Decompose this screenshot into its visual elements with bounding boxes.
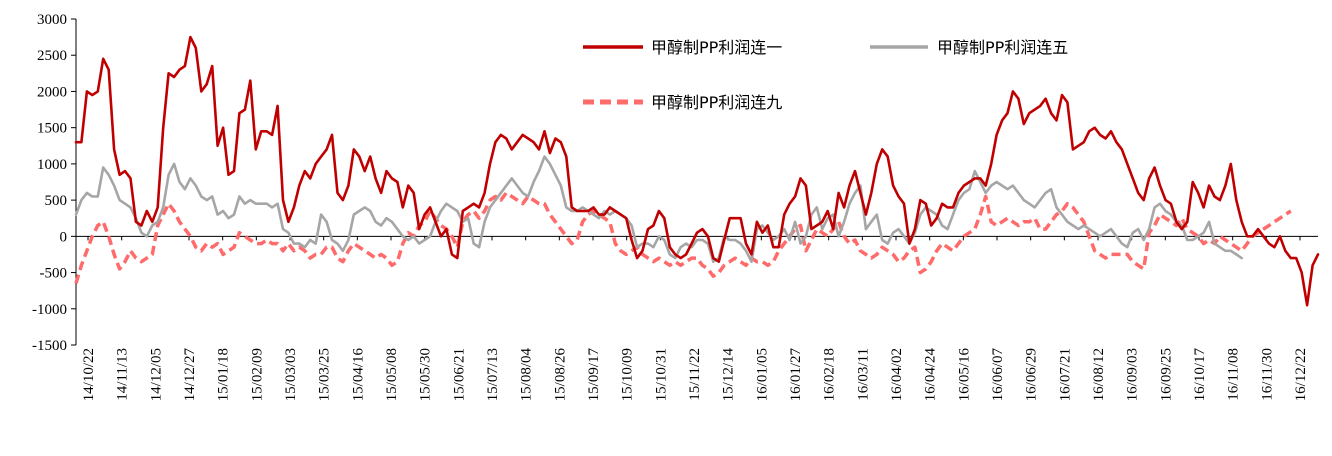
x-tick-label: 15/10/31 [653,348,669,401]
y-tick-label: -1000 [32,302,67,318]
x-tick-label: 15/05/30 [418,348,434,401]
x-tick-label: 15/05/08 [384,348,400,401]
y-tick-label: 0 [60,229,68,245]
x-tick-label: 16/09/03 [1125,348,1141,401]
x-tick-label: 15/03/03 [283,348,299,401]
x-tick-label: 16/06/07 [990,348,1006,402]
y-axis: 3000 2500 2000 1500 1000 500 0 -500 -1000 -1500 [32,12,77,354]
x-tick-label: 16/01/27 [788,348,804,402]
x-tick-label: 15/02/09 [249,348,265,401]
x-tick-label: 16/03/11 [855,348,871,401]
y-tick-label: 1500 [37,121,67,137]
x-tick-label: 14/12/05 [148,348,164,401]
x-tick-label: 16/01/05 [754,348,770,401]
y-tick-label: -1500 [32,338,67,354]
x-tick-label: 15/03/25 [317,348,333,401]
x-tick-label: 15/08/26 [552,348,568,402]
y-tick-label: 1000 [37,157,67,173]
x-tick-label: 16/02/18 [822,348,838,401]
x-tick-label: 15/10/09 [620,348,636,401]
legend-label-2: 甲醇制PP利润连五 [937,38,1068,57]
series-line-2 [74,155,1243,263]
x-tick-label: 16/04/24 [923,348,939,402]
series-line-3 [74,191,1292,284]
x-tick-label: 15/07/13 [485,348,501,401]
y-tick-label: 3000 [37,12,67,28]
x-tick-label: 16/12/22 [1293,348,1309,401]
x-axis: 14/10/22 14/11/13 14/12/05 14/12/27 15/01/18… [76,235,1318,402]
x-tick-label: 16/11/08 [1226,348,1242,401]
x-tick-label: 16/11/30 [1259,348,1275,401]
legend-label-3: 甲醇制PP利润连九 [651,93,782,112]
x-tick-label: 16/05/16 [956,348,972,402]
x-tick-label: 15/01/18 [216,348,232,401]
x-tick-label: 15/04/16 [350,348,366,402]
x-tick-label: 16/06/29 [1024,348,1040,401]
x-tick-label: 14/10/22 [81,348,97,401]
y-tick-label: 2000 [37,84,67,100]
x-tick-label: 16/10/17 [1192,348,1208,402]
x-tick-label: 16/04/02 [889,348,905,401]
y-tick-label: 500 [45,193,68,209]
y-tick-label: 2500 [37,48,67,64]
series-line-1 [74,35,1320,307]
legend-label-1: 甲醇制PP利润连一 [651,38,782,57]
x-tick-label: 15/06/21 [451,348,467,401]
x-tick-label: 15/08/04 [519,348,535,402]
x-tick-label: 16/09/25 [1158,348,1174,401]
x-tick-label: 15/12/14 [721,348,737,402]
series-layer [74,35,1320,307]
x-tick-label: 15/11/22 [687,348,703,401]
x-tick-label: 16/08/12 [1091,348,1107,401]
x-tick-label: 14/11/13 [115,348,131,401]
x-tick-label: 14/12/27 [182,348,198,402]
x-tick-label: 15/09/17 [586,348,602,402]
y-tick-label: -500 [40,266,68,282]
x-tick-label: 16/07/21 [1057,348,1073,401]
